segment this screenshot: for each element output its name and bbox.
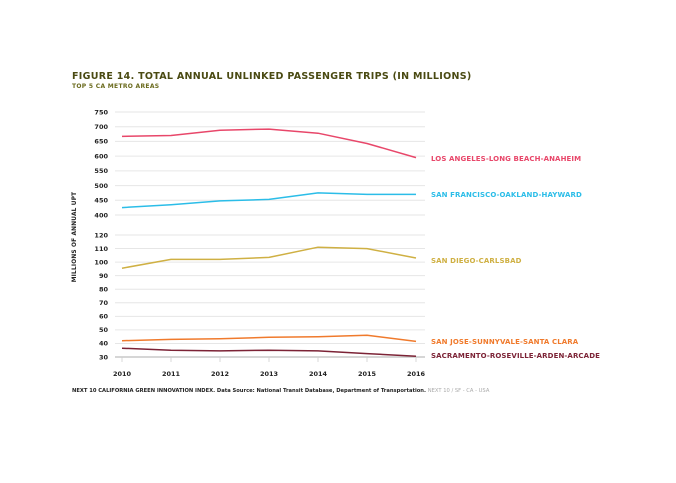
series-line-san-diego-carlsbad (121, 246, 417, 269)
series-line-los-angeles-long-beach-anaheim (121, 128, 417, 159)
y-tick-750: 750 (94, 108, 108, 116)
footer-source: NEXT 10 CALIFORNIA GREEN INNOVATION INDE… (72, 388, 489, 394)
x-tick-2016: 2016 (407, 370, 426, 378)
chart-title: FIGURE 14. TOTAL ANNUAL UNLINKED PASSENG… (72, 71, 472, 82)
series-line-sacramento-roseville-arden-arcade (121, 347, 417, 358)
y-tick-100: 100 (94, 258, 108, 266)
x-tick-2014: 2014 (309, 370, 328, 378)
x-tick-2011: 2011 (162, 370, 181, 378)
x-tick-2010: 2010 (113, 370, 132, 378)
y-tick-110: 110 (94, 245, 108, 253)
brand-note: NEXT 10 / SF - CA - USA (427, 388, 490, 394)
y-tick-650: 650 (94, 138, 108, 146)
series-label-san-jose-sunnyvale-santa-clara: SAN JOSE-SUNNYVALE-SANTA CLARA (431, 338, 579, 346)
source-note: NEXT 10 CALIFORNIA GREEN INNOVATION INDE… (72, 388, 426, 394)
y-axis-label: MILLIONS OF ANNUAL UPT (72, 192, 78, 283)
y-tick-70: 70 (99, 299, 109, 307)
y-tick-30: 30 (99, 353, 109, 361)
y-tick-550: 550 (94, 167, 108, 175)
y-tick-50: 50 (99, 326, 109, 334)
y-tick-450: 450 (94, 197, 108, 205)
x-tick-2013: 2013 (260, 370, 278, 378)
x-tick-labels: 2010 2011 2012 2013 2014 2015 2016 (113, 357, 426, 378)
y-tick-600: 600 (94, 152, 108, 160)
y-tick-40: 40 (99, 340, 109, 348)
series-label-los-angeles-long-beach-anaheim: LOS ANGELES-LONG BEACH-ANAHEIM (431, 155, 581, 163)
y-tick-90: 90 (99, 272, 109, 280)
series-label-sacramento-roseville-arden-arcade: SACRAMENTO-ROSEVILLE-ARDEN-ARCADE (431, 352, 600, 360)
y-tick-400: 400 (94, 211, 108, 219)
x-tick-2015: 2015 (358, 370, 377, 378)
series-label-san-diego-carlsbad: SAN DIEGO-CARLSBAD (431, 257, 522, 265)
gridlines (115, 111, 425, 358)
y-tick-80: 80 (99, 286, 109, 294)
y-tick-60: 60 (99, 313, 109, 321)
y-tick-120: 120 (94, 231, 108, 239)
x-tick-2012: 2012 (211, 370, 229, 378)
y-tick-labels: 400 450 500 550 600 650 700 750 30 40 50 60 70 80 90 10… (94, 108, 108, 361)
y-tick-500: 500 (94, 182, 108, 190)
chart-subtitle: TOP 5 CA METRO AREAS (72, 83, 160, 90)
series-labels: LOS ANGELES-LONG BEACH-ANAHEIM SAN FRANCI… (431, 155, 600, 360)
y-tick-700: 700 (94, 123, 108, 131)
series-line-san-jose-sunnyvale-santa-clara (121, 334, 417, 343)
series-label-san-francisco-oakland-hayward: SAN FRANCISCO-OAKLAND-HAYWARD (431, 191, 582, 199)
series-lines (121, 128, 417, 358)
